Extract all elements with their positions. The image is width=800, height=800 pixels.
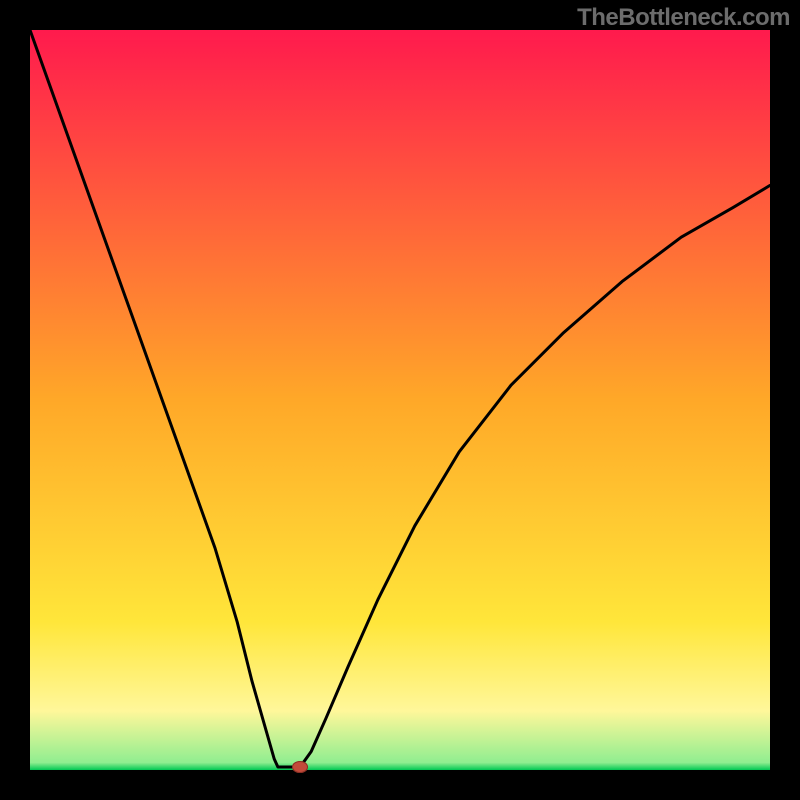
watermark-text: TheBottleneck.com: [577, 4, 790, 32]
optimal-point-marker: [292, 761, 308, 773]
chart-container: TheBottleneck.com: [0, 0, 800, 800]
bottleneck-curve: [0, 0, 800, 800]
